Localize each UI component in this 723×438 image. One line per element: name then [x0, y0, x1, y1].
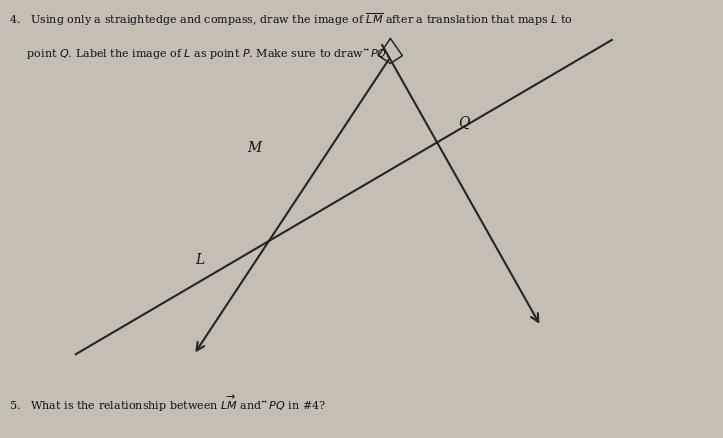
Text: 4.   Using only a straightedge and compass, draw the image of $\overline{LM}$ af: 4. Using only a straightedge and compass…: [9, 11, 573, 28]
Text: point $Q$. Label the image of $L$ as point $P$. Make sure to draw $\overleftrigh: point $Q$. Label the image of $L$ as poi…: [9, 46, 390, 61]
Text: Q: Q: [458, 116, 469, 130]
Text: L: L: [195, 253, 205, 267]
Text: 5.   What is the relationship between $\overrightarrow{LM}$ and $\overleftrighta: 5. What is the relationship between $\ov…: [9, 394, 325, 414]
Text: M: M: [247, 141, 262, 155]
